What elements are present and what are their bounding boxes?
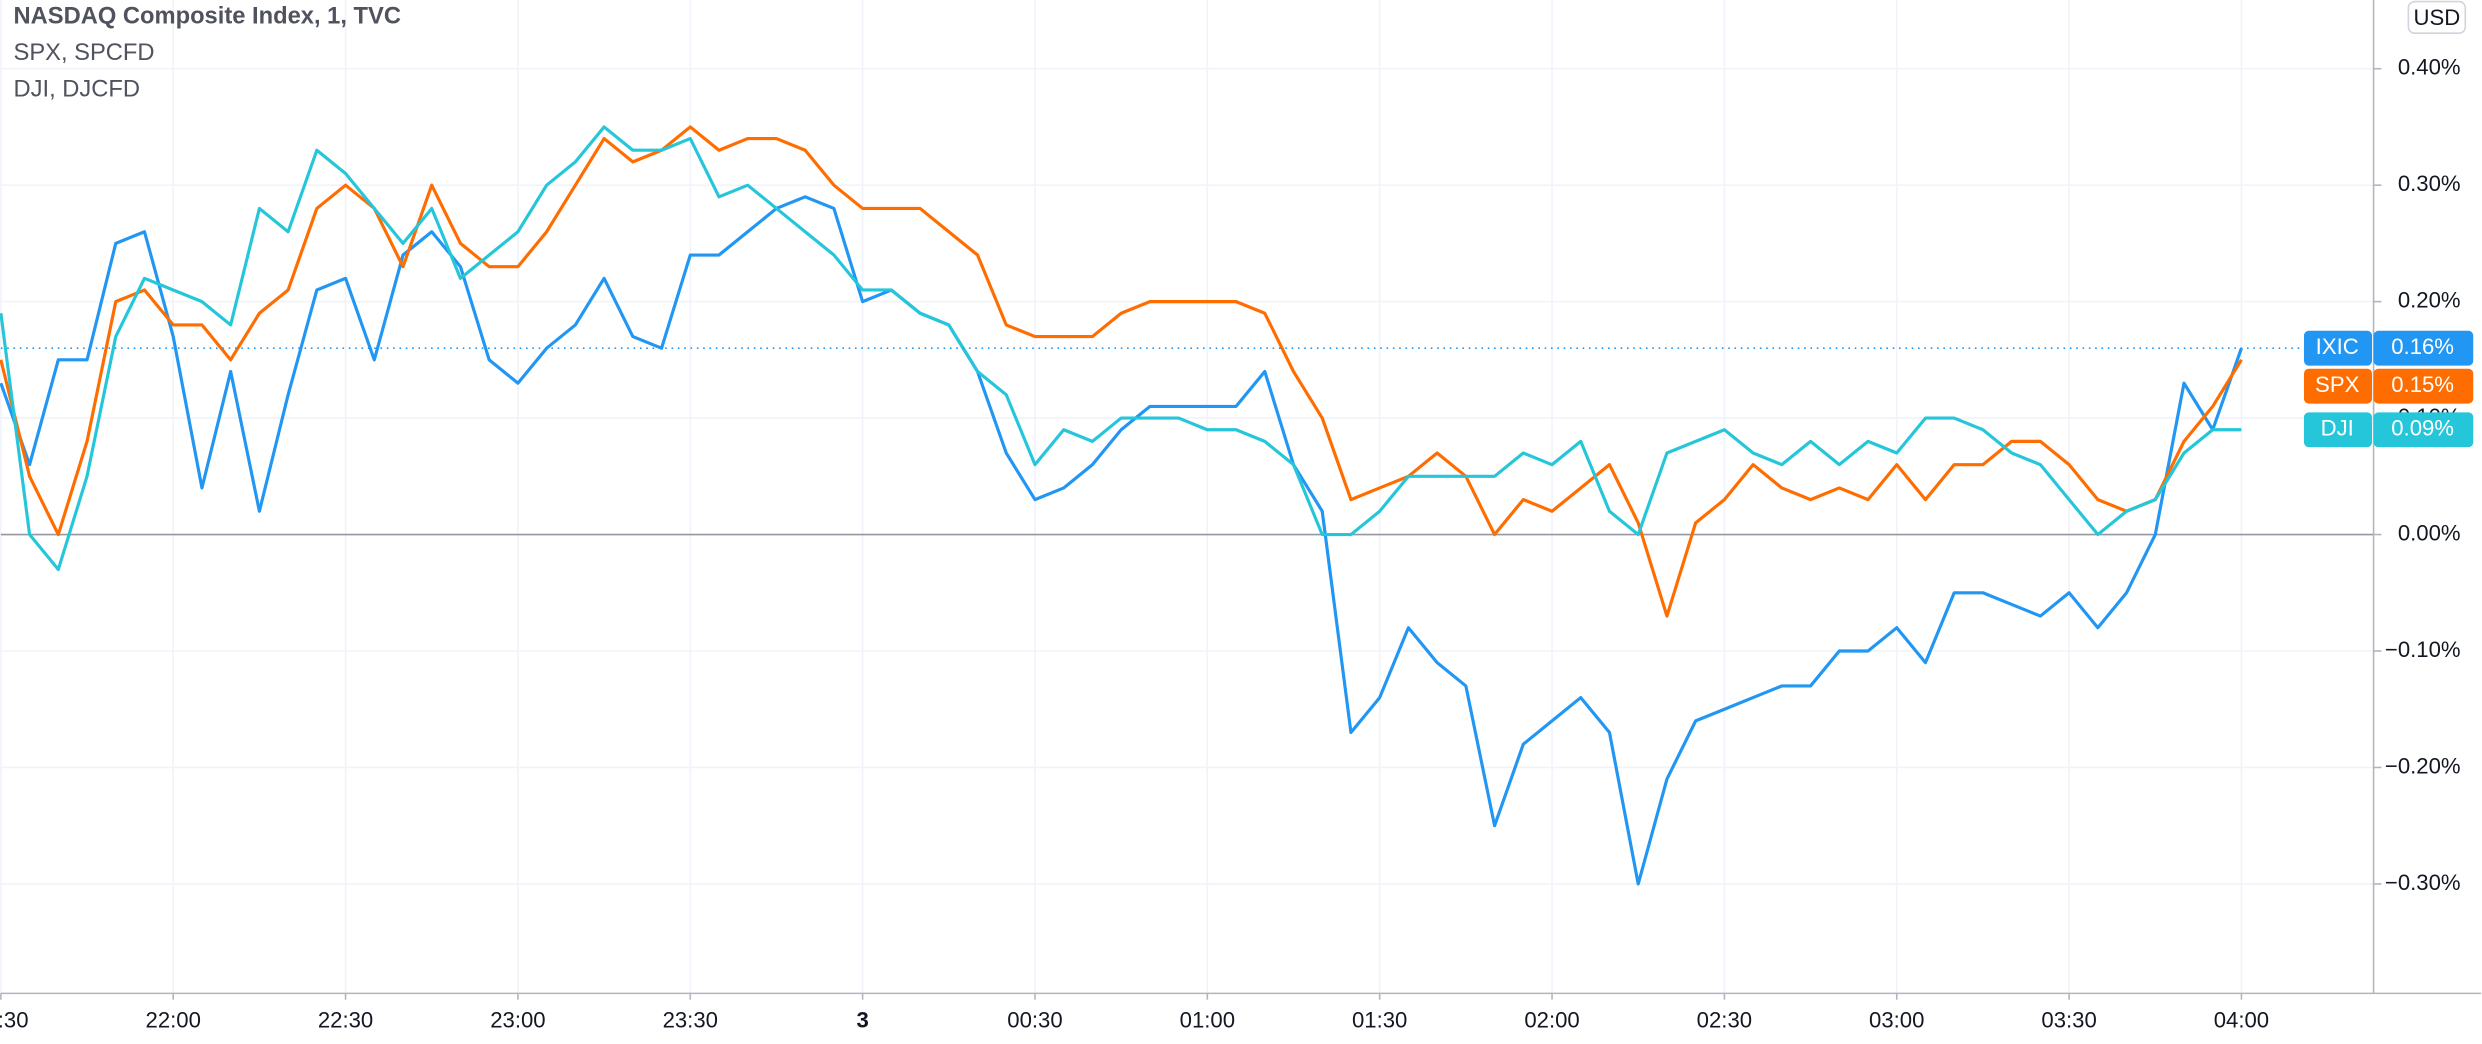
currency: USD xyxy=(2413,5,2460,30)
x-tick-label: 23:00 xyxy=(490,1008,545,1033)
x-tick-label: 04:00 xyxy=(2214,1008,2269,1033)
labels: −0.30%−0.20%−0.10%0.00%0.10%0.20%0.30%0.… xyxy=(0,4,2474,1033)
y-tick-label: 0.30% xyxy=(2398,171,2461,196)
y-tick-label: −0.10% xyxy=(2385,637,2461,662)
price-label-value: 0.09% xyxy=(2391,416,2454,441)
x-tick-label: 23:30 xyxy=(663,1008,718,1033)
x-tick-label: 22:30 xyxy=(318,1008,373,1033)
price-label-value: 0.15% xyxy=(2391,372,2454,397)
x-tick-label: 00:30 xyxy=(1007,1008,1062,1033)
x-tick-label: 02:00 xyxy=(1524,1008,1579,1033)
grid xyxy=(0,0,2374,994)
x-tick-label: 01:00 xyxy=(1180,1008,1235,1033)
series-line xyxy=(0,125,2242,572)
x-tick-label: 03:00 xyxy=(1869,1008,1924,1033)
price-label-value-box xyxy=(2373,368,2474,404)
x-tick-label: 3 xyxy=(856,1008,868,1033)
price-label-name: IXIC xyxy=(2316,334,2359,359)
y-tick-label: 0.20% xyxy=(2398,287,2461,312)
x-tick-label: 03:30 xyxy=(2041,1008,2096,1033)
y-tick-label: 0.40% xyxy=(2398,55,2461,80)
price-label: SPX 0.15% xyxy=(2303,368,2474,404)
price-label-name: DJI xyxy=(2321,416,2354,441)
x-tick-label: 01:30 xyxy=(1352,1008,1407,1033)
y-tick-label: 0.00% xyxy=(2398,520,2461,545)
price-label: IXIC 0.16% xyxy=(2303,330,2474,366)
price-label-value-box xyxy=(2373,330,2474,366)
series-line xyxy=(0,125,2243,618)
plot xyxy=(0,125,2374,886)
price-label: DJI 0.09% xyxy=(2303,412,2474,448)
price-label-value: 0.16% xyxy=(2391,334,2454,359)
y-tick-label: −0.20% xyxy=(2385,753,2461,778)
price-label-value-box xyxy=(2373,412,2474,448)
currency-box[interactable] xyxy=(2407,0,2467,35)
legend-entry[interactable]: SPX, SPCFD xyxy=(14,40,155,66)
y-tick-label: −0.30% xyxy=(2385,870,2461,895)
x-tick-label: 22:00 xyxy=(146,1008,201,1033)
price-label-name-box xyxy=(2303,412,2372,448)
x-tick-label: 02:30 xyxy=(1697,1008,1752,1033)
legend-entry[interactable]: DJI, DJCFD xyxy=(14,76,140,102)
price-label-name: SPX xyxy=(2315,372,2360,397)
price-label-name-box xyxy=(2303,330,2372,366)
price-label-name-box xyxy=(2303,368,2372,404)
legend-entry[interactable]: NASDAQ Composite Index, 1, TVC xyxy=(14,4,401,30)
series-line xyxy=(0,195,2243,886)
x-tick-label: 21:30 xyxy=(0,1008,29,1033)
